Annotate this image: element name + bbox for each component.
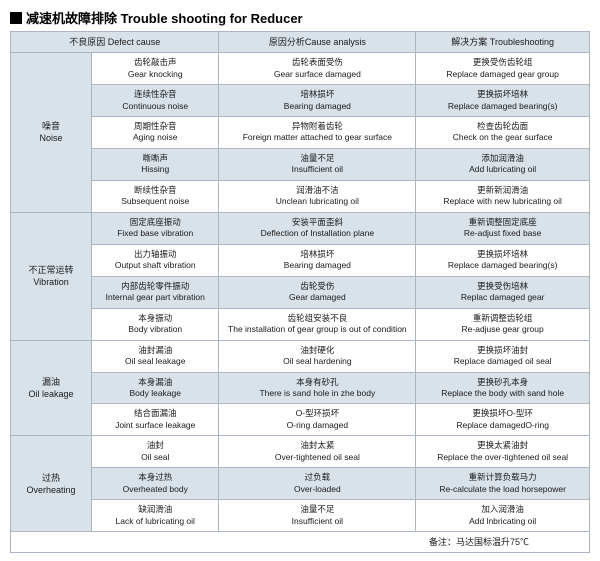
- data-cell: 异物附着齿轮Foreign matter attached to gear su…: [219, 117, 416, 149]
- data-cell: 油量不足Insufficient oil: [219, 148, 416, 180]
- table-row: 周期性杂音Aging noise异物附着齿轮Foreign matter att…: [11, 117, 590, 149]
- data-cell: 油封硬化Oil seal hardening: [219, 340, 416, 372]
- data-cell: 结合面漏油Joint surface leakage: [92, 404, 219, 436]
- header-trouble: 解决方案 Troubleshooting: [416, 32, 590, 53]
- page-title-row: 减速机故障排除 Trouble shooting for Reducer: [10, 8, 590, 27]
- data-cell: 齿轮受伤Gear damaged: [219, 276, 416, 308]
- table-row: 本身过热Overheated body过负载Over-loaded重新计算负载马…: [11, 468, 590, 500]
- category-cell: 不正常运转Vibration: [11, 212, 92, 340]
- table-row: 断续性杂音Subsequent noise润滑油不洁Unclean lubric…: [11, 180, 590, 212]
- data-cell: 内部齿轮零件振动Internal gear part vibration: [92, 276, 219, 308]
- data-cell: 更换损坏油封Replace damaged oil seal: [416, 340, 590, 372]
- data-cell: 周期性杂音Aging noise: [92, 117, 219, 149]
- data-cell: 更换损坏O-型环Replace damagedO-ring: [416, 404, 590, 436]
- category-cell: 噪音Noise: [11, 53, 92, 213]
- data-cell: 齿轮敲击声Gear knocking: [92, 53, 219, 85]
- header-analysis: 原因分析Cause analysis: [219, 32, 416, 53]
- data-cell: 出力轴振动Output shaft vibration: [92, 244, 219, 276]
- data-cell: 添加润滑油Add lubricating oil: [416, 148, 590, 180]
- data-cell: 培林损坏Bearing damaged: [219, 85, 416, 117]
- data-cell: 缺润滑油Lack of lubricating oil: [92, 500, 219, 532]
- table-row: 漏油Oil leakage油封漏油Oil seal leakage油封硬化Oil…: [11, 340, 590, 372]
- table-row: 嘶嘶声Hissing油量不足Insufficient oil添加润滑油Add l…: [11, 148, 590, 180]
- data-cell: 油封漏油Oil seal leakage: [92, 340, 219, 372]
- data-cell: 更换受伤齿轮组Replace damaged gear group: [416, 53, 590, 85]
- data-cell: 更换砂孔本身Replace the body with sand hole: [416, 372, 590, 404]
- header-defect: 不良原因 Defect cause: [11, 32, 219, 53]
- table-row: 噪音Noise齿轮敲击声Gear knocking齿轮表面受伤Gear surf…: [11, 53, 590, 85]
- category-cell: 过热Overheating: [11, 436, 92, 532]
- data-cell: 安装平面歪斜Deflection of Installation plane: [219, 212, 416, 244]
- troubleshooting-table: 不良原因 Defect cause 原因分析Cause analysis 解决方…: [10, 31, 590, 553]
- table-row: 缺润滑油Lack of lubricating oil油量不足Insuffici…: [11, 500, 590, 532]
- data-cell: 加入润滑油Add lnbricating oil: [416, 500, 590, 532]
- data-cell: 重新调整齿轮组Re-adjuse gear group: [416, 308, 590, 340]
- table-row: 本身漏油Body leakage本身有砂孔There is sand hole …: [11, 372, 590, 404]
- data-cell: 本身过热Overheated body: [92, 468, 219, 500]
- table-row: 内部齿轮零件振动Internal gear part vibration齿轮受伤…: [11, 276, 590, 308]
- data-cell: 培林损坏Bearing damaged: [219, 244, 416, 276]
- data-cell: 过负载Over-loaded: [219, 468, 416, 500]
- table-row: 本身振动Body vibration齿轮组安装不良The installatio…: [11, 308, 590, 340]
- data-cell: 固定底座振动Fixed base vibration: [92, 212, 219, 244]
- table-row: 不正常运转Vibration固定底座振动Fixed base vibration…: [11, 212, 590, 244]
- data-cell: 更换损坏培林Replace damaged bearing(s): [416, 85, 590, 117]
- data-cell: 更换太紧油封Replace the over-tightened oil sea…: [416, 436, 590, 468]
- data-cell: 本身有砂孔There is sand hole in zhe body: [219, 372, 416, 404]
- data-cell: 本身漏油Body leakage: [92, 372, 219, 404]
- table-row: 连续性杂音Continuous noise培林损坏Bearing damaged…: [11, 85, 590, 117]
- data-cell: 更换损坏培林Replace damaged bearing(s): [416, 244, 590, 276]
- data-cell: 连续性杂音Continuous noise: [92, 85, 219, 117]
- category-cell: 漏油Oil leakage: [11, 340, 92, 436]
- data-cell: 齿轮组安装不良The installation of gear group is…: [219, 308, 416, 340]
- footnote-row: 备注：马达国标温升75℃: [11, 532, 590, 553]
- data-cell: 重新调整固定底座Re-adjust fixed base: [416, 212, 590, 244]
- data-cell: 油封太紧Over-tightened oil seal: [219, 436, 416, 468]
- data-cell: 嘶嘶声Hissing: [92, 148, 219, 180]
- data-cell: 油封Oil seal: [92, 436, 219, 468]
- data-cell: 重新计算负载马力Re-calculate the load horsepower: [416, 468, 590, 500]
- data-cell: 更换受伤培林Replac damaged gear: [416, 276, 590, 308]
- table-row: 出力轴振动Output shaft vibration培林损坏Bearing d…: [11, 244, 590, 276]
- data-cell: 本身振动Body vibration: [92, 308, 219, 340]
- footnote-cell: 备注：马达国标温升75℃: [11, 532, 590, 553]
- title-bullet: [10, 12, 22, 24]
- data-cell: O-型环损坏O-ring damaged: [219, 404, 416, 436]
- data-cell: 润滑油不洁Unclean lubricating oil: [219, 180, 416, 212]
- table-row: 结合面漏油Joint surface leakageO-型环损坏O-ring d…: [11, 404, 590, 436]
- table-row: 过热Overheating油封Oil seal油封太紧Over-tightene…: [11, 436, 590, 468]
- data-cell: 油量不足Insufficient oil: [219, 500, 416, 532]
- data-cell: 更新新润滑油Replace with new lubricating oil: [416, 180, 590, 212]
- header-row: 不良原因 Defect cause 原因分析Cause analysis 解决方…: [11, 32, 590, 53]
- data-cell: 断续性杂音Subsequent noise: [92, 180, 219, 212]
- data-cell: 检查齿轮齿面Check on the gear surface: [416, 117, 590, 149]
- data-cell: 齿轮表面受伤Gear surface damaged: [219, 53, 416, 85]
- page-title: 减速机故障排除 Trouble shooting for Reducer: [26, 8, 303, 27]
